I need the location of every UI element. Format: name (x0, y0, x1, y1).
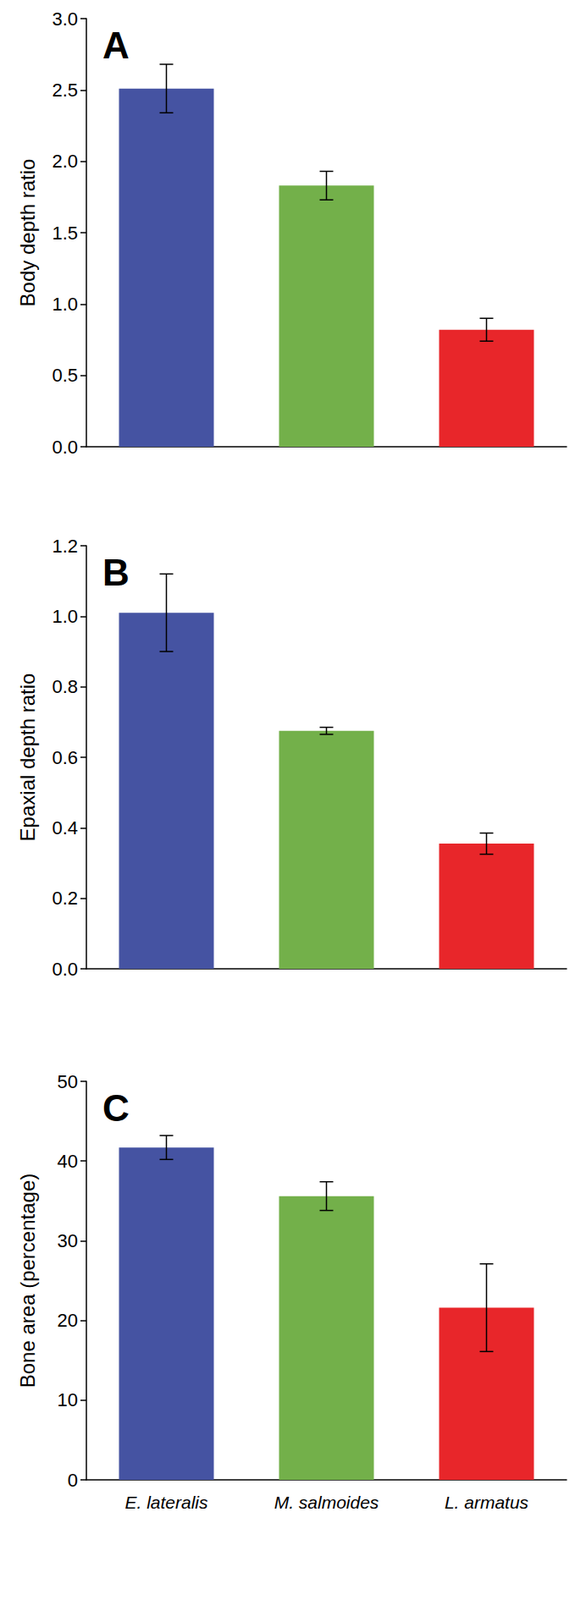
svg-text:0: 0 (67, 1470, 78, 1493)
svg-text:Epaxial depth ratio: Epaxial depth ratio (16, 674, 39, 843)
svg-text:L. armatus: L. armatus (444, 1493, 530, 1514)
svg-text:3.0: 3.0 (51, 8, 78, 30)
svg-text:1.0: 1.0 (51, 293, 78, 316)
svg-text:40: 40 (57, 1151, 78, 1173)
svg-text:0.8: 0.8 (51, 676, 78, 698)
svg-text:C: C (102, 1088, 130, 1130)
svg-text:30: 30 (57, 1231, 78, 1253)
svg-text:Bone area (percentage): Bone area (percentage) (16, 1174, 39, 1390)
svg-text:Body depth ratio: Body depth ratio (16, 159, 39, 308)
svg-text:1.5: 1.5 (51, 222, 78, 244)
svg-text:0.0: 0.0 (51, 436, 78, 459)
svg-text:20: 20 (57, 1310, 78, 1333)
svg-text:2.0: 2.0 (51, 150, 78, 172)
svg-text:E. lateralis: E. lateralis (124, 1493, 209, 1514)
svg-text:0.6: 0.6 (51, 747, 78, 769)
svg-text:1.0: 1.0 (51, 606, 78, 628)
svg-text:M. salmoides: M. salmoides (274, 1493, 380, 1514)
svg-text:0.5: 0.5 (51, 364, 78, 387)
svg-text:0.2: 0.2 (51, 888, 78, 910)
svg-text:0.0: 0.0 (51, 959, 78, 981)
svg-text:B: B (102, 552, 130, 594)
svg-text:10: 10 (57, 1390, 78, 1412)
svg-text:0.4: 0.4 (51, 818, 78, 840)
svg-text:2.5: 2.5 (51, 79, 78, 101)
svg-text:1.2: 1.2 (51, 536, 78, 558)
svg-text:A: A (102, 24, 130, 67)
svg-text:50: 50 (57, 1072, 78, 1094)
